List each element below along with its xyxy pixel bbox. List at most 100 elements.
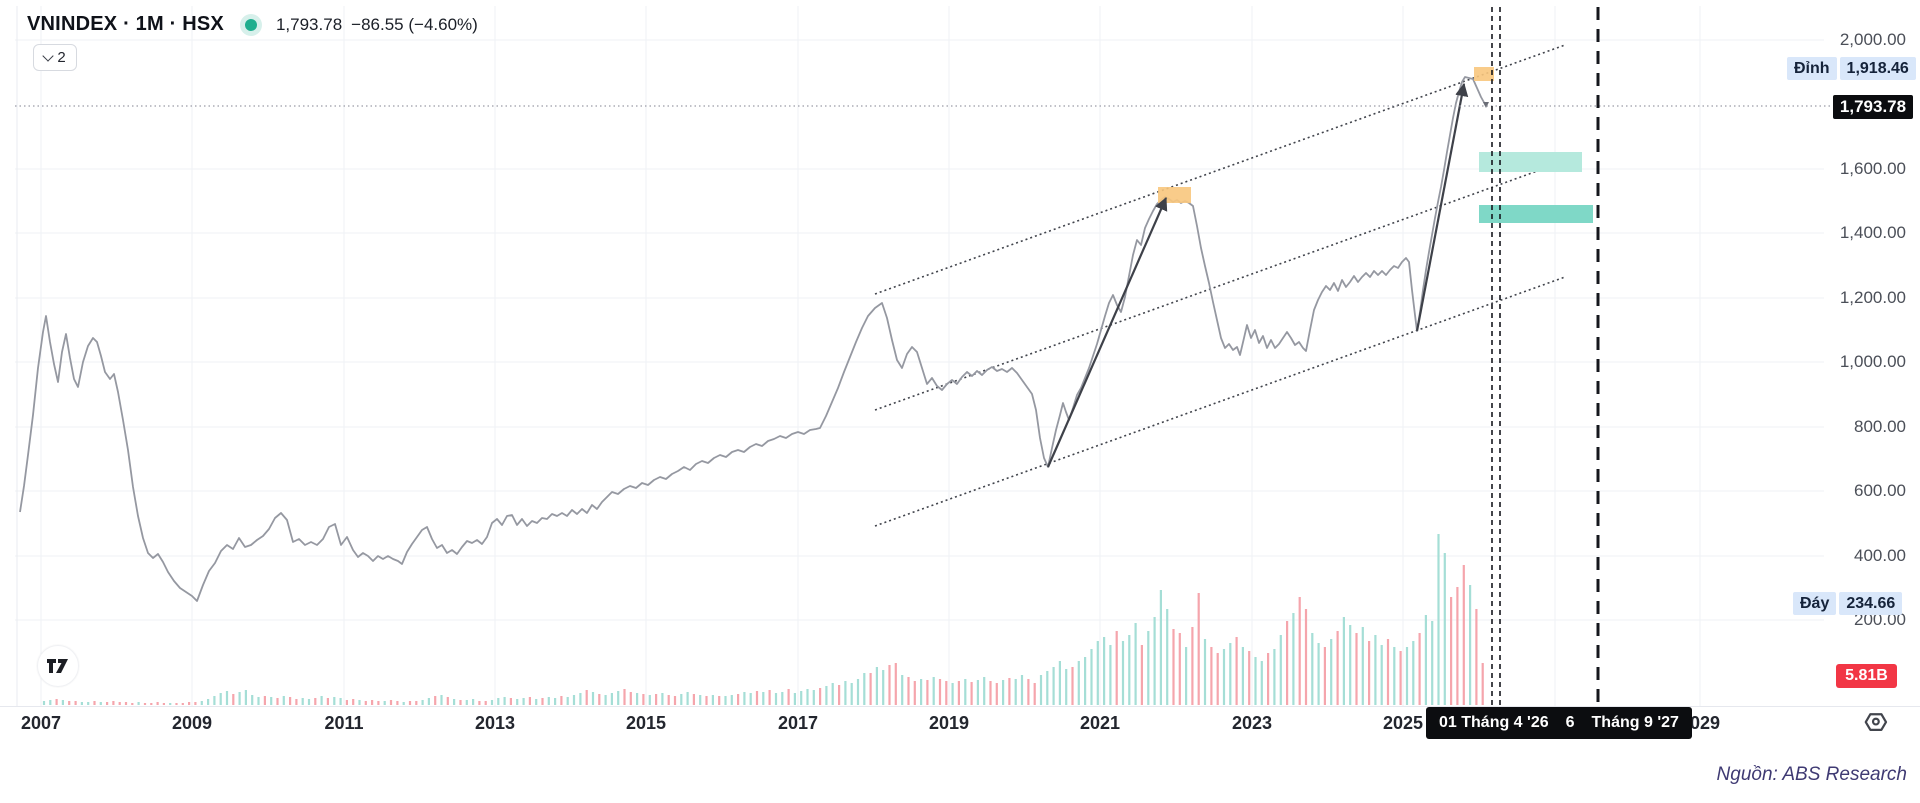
volume-bar (699, 695, 702, 705)
trend-arrow (1046, 196, 1168, 468)
volume-bar (1311, 633, 1314, 705)
volume-bar (749, 693, 752, 705)
time-axis[interactable]: 01 Tháng 4 '26 6 Tháng 9 '27 2007 2009 201… (0, 706, 1920, 747)
volume-bar (1424, 615, 1427, 705)
volume-bar (976, 680, 979, 705)
last-price-badge: 1,793.78 (1833, 95, 1913, 119)
volume-bar (68, 701, 71, 705)
target-zone (1479, 152, 1582, 172)
volume-bar (131, 703, 134, 705)
year-tick-label: 2015 (625, 713, 667, 733)
volume-bar (1235, 637, 1238, 705)
peak-price-badge: Đỉnh 1,918.46 (1787, 57, 1916, 80)
indicators-collapse-button[interactable]: 2 (33, 44, 77, 71)
volume-bar (1286, 621, 1289, 705)
volume-bar (1399, 651, 1402, 705)
volume-bar (806, 689, 809, 705)
volume-bar (232, 694, 235, 705)
volume-bar (137, 702, 140, 705)
volume-bar (1008, 678, 1011, 705)
volume-bar (175, 703, 178, 705)
volume-bar (1203, 639, 1207, 705)
volume-bar (1172, 629, 1175, 705)
volume-bar (1450, 597, 1453, 705)
volume-bar (453, 699, 456, 705)
volume-bar (1260, 661, 1263, 705)
price-tick-label: 600.00 (1854, 481, 1906, 500)
year-tick-label: 2023 (1231, 713, 1273, 733)
volume-bar (831, 683, 834, 705)
gridlines (15, 6, 1824, 706)
volume-bar (1298, 597, 1301, 705)
volume-bar (1456, 587, 1459, 705)
price-line-end-marker (1483, 102, 1489, 108)
volume-bar (648, 695, 651, 705)
year-tick-label: 2011 (324, 713, 364, 733)
date-range-badge: 01 Tháng 4 '26 6 Tháng 9 '27 (1426, 707, 1692, 739)
symbol-legend[interactable]: VNINDEX · 1M · HSX 1,793.78 −86.55 (−4.6… (27, 13, 478, 36)
volume-bar (415, 701, 418, 705)
volume-bar (1241, 647, 1244, 705)
volume-bar (793, 693, 796, 705)
volume-bar (497, 698, 500, 705)
volume-bar (1248, 651, 1251, 705)
volume-bar (528, 697, 531, 705)
volume-bar (345, 700, 348, 705)
volume-bar (692, 694, 695, 705)
volume-bar (200, 701, 203, 705)
volume-bar (143, 703, 147, 705)
volume-bar (1020, 675, 1024, 705)
volume-bar (1002, 680, 1005, 705)
volume-bar (1071, 667, 1074, 705)
peak-highlight-box (1474, 67, 1494, 81)
volume-bar (541, 698, 544, 705)
year-tick-label: 2025 (1382, 713, 1424, 733)
volume-bar (812, 690, 815, 705)
volume-bar (1216, 653, 1219, 705)
volume-bar (509, 698, 512, 705)
volume-bar (326, 698, 329, 705)
volume-bar (1185, 647, 1188, 705)
volume-bar (579, 693, 582, 705)
axis-settings-button[interactable] (1861, 709, 1891, 737)
volume-bar (55, 699, 58, 705)
volume-bar (995, 683, 998, 705)
volume-bar (352, 699, 355, 705)
last-price-value: 1,793.78 (275, 14, 343, 34)
volume-bar (465, 700, 468, 705)
volume-bar (219, 693, 222, 705)
target-zone (1479, 205, 1593, 223)
volume-bar (516, 699, 519, 705)
volume-bar (762, 692, 765, 705)
volume-bar (1368, 641, 1371, 705)
volume-bar (1418, 633, 1421, 705)
trend-arrow (1415, 82, 1469, 332)
volume-bar (459, 700, 462, 705)
volume-bar (1355, 633, 1358, 705)
market-status-dot (244, 18, 257, 31)
volume-bar (680, 694, 683, 705)
volume-bar (856, 679, 860, 705)
volume-bar (755, 691, 759, 705)
volume-bar (1431, 621, 1434, 705)
year-tick-label: 2009 (171, 713, 213, 733)
peak-label: Đỉnh (1787, 57, 1837, 80)
volume-bar (263, 696, 266, 705)
volume-bar (957, 681, 960, 705)
tradingview-logo[interactable] (37, 645, 79, 687)
volume-bar (560, 696, 563, 705)
volume-bar (1103, 637, 1106, 705)
price-change-value: −86.55 (−4.60%) (351, 14, 478, 34)
volume-bar (844, 681, 847, 705)
volume-bar (339, 698, 342, 705)
price-axis[interactable]: 2,000.00 1,600.00 1,400.00 1,200.00 1,000.00… (1830, 0, 1910, 707)
volume-bar (636, 693, 639, 705)
volume-bar (1140, 645, 1143, 705)
indicators-count: 2 (57, 49, 66, 66)
market-status-icon (239, 13, 262, 36)
volume-bar (389, 700, 393, 705)
volume-bar (434, 696, 437, 705)
volume-bar (535, 699, 538, 705)
